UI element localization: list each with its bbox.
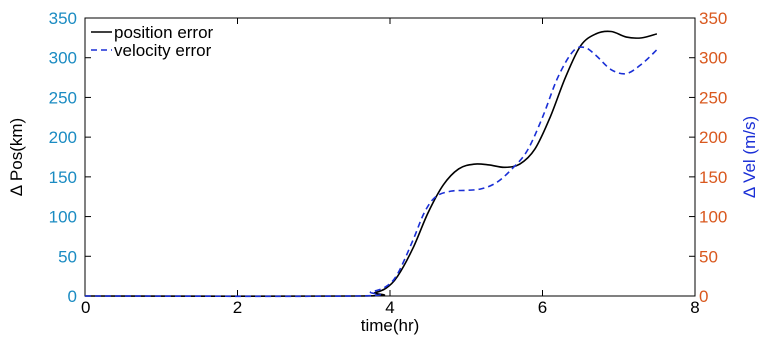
series-line-position-error xyxy=(84,30,658,298)
y-left-tick-label: 100 xyxy=(49,208,77,227)
y-left-tick-label: 0 xyxy=(68,287,77,306)
y-left-tick-label: 250 xyxy=(49,88,77,107)
y-left-tick-label: 300 xyxy=(49,49,77,68)
x-tick-label: 2 xyxy=(233,298,242,317)
y-axis-left-ticks: 0 50 100 150 200 250 300 350 xyxy=(49,9,91,306)
legend-label-position-error: position error xyxy=(114,23,214,42)
y-left-tick-label: 150 xyxy=(49,168,77,187)
series-line-velocity-error xyxy=(84,46,658,298)
y-left-tick-label: 200 xyxy=(49,128,77,147)
y-left-tick-label: 50 xyxy=(58,247,77,266)
x-axis-title: time(hr) xyxy=(361,316,420,335)
x-tick-label: 8 xyxy=(690,298,699,317)
y-left-tick-label: 350 xyxy=(49,9,77,28)
y-right-tick-label: 300 xyxy=(699,49,727,68)
y-axis-left-title: Δ Pos(km) xyxy=(7,118,26,196)
legend-label-velocity-error: velocity error xyxy=(114,41,212,60)
x-axis-ticks: 0 2 4 6 8 xyxy=(81,18,700,317)
x-tick-label: 4 xyxy=(385,298,394,317)
legend: position error velocity error xyxy=(91,23,214,60)
x-tick-label: 0 xyxy=(81,298,90,317)
y-right-tick-label: 200 xyxy=(699,128,727,147)
y-right-tick-label: 100 xyxy=(699,208,727,227)
y-right-tick-label: 250 xyxy=(699,88,727,107)
y-right-tick-label: 150 xyxy=(699,168,727,187)
y-right-tick-label: 0 xyxy=(699,287,708,306)
y-axis-right-ticks: 0 50 100 150 200 250 300 350 xyxy=(689,9,727,306)
y-right-tick-label: 50 xyxy=(699,247,718,266)
y-right-tick-label: 350 xyxy=(699,9,727,28)
x-tick-label: 6 xyxy=(538,298,547,317)
series-layer xyxy=(84,30,658,298)
y-axis-right-title: Δ Vel (m/s) xyxy=(740,116,759,198)
